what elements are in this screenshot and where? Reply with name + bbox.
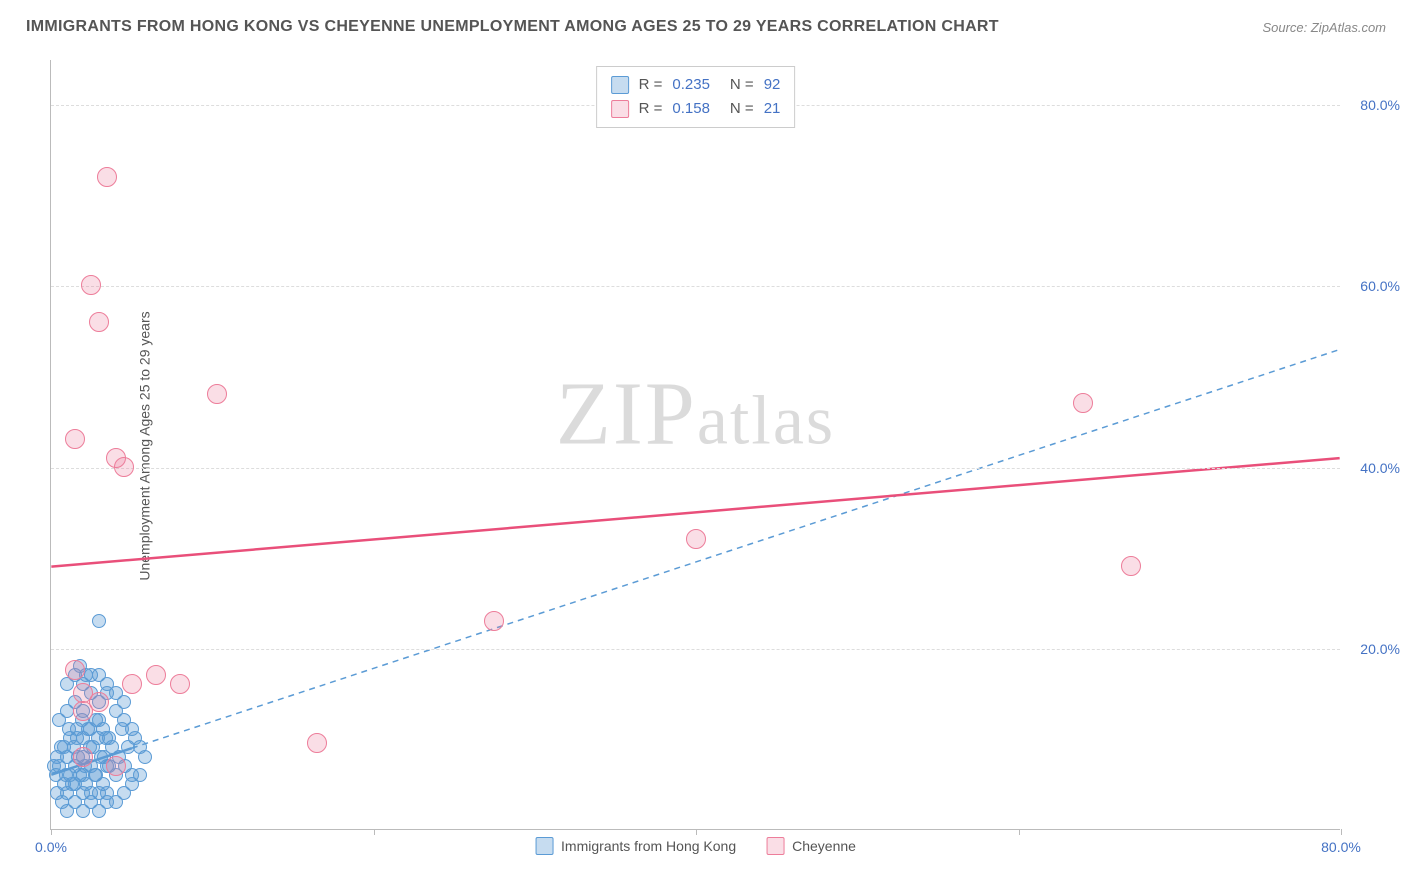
watermark-atlas: atlas (697, 382, 835, 459)
data-point (133, 768, 147, 782)
data-point (102, 731, 116, 745)
y-tick-label: 20.0% (1360, 641, 1400, 657)
x-tick-mark (696, 829, 697, 835)
x-tick-mark (374, 829, 375, 835)
x-tick-label: 0.0% (35, 839, 67, 855)
data-point (207, 384, 227, 404)
r-value-blue: 0.235 (672, 73, 710, 97)
gridline (51, 286, 1340, 287)
data-point (484, 611, 504, 631)
x-tick-mark (1019, 829, 1020, 835)
data-point (138, 750, 152, 764)
correlation-legend: R = 0.235 N = 92 R = 0.158 N = 21 (596, 66, 796, 128)
trend-lines (51, 60, 1340, 829)
x-tick-mark (51, 829, 52, 835)
data-point (686, 529, 706, 549)
watermark-zip: ZIP (556, 364, 697, 463)
data-point (114, 457, 134, 477)
data-point (76, 768, 90, 782)
data-point (97, 167, 117, 187)
legend-row-pink: R = 0.158 N = 21 (611, 97, 781, 121)
data-point (170, 674, 190, 694)
gridline (51, 468, 1340, 469)
r-value-pink: 0.158 (672, 97, 710, 121)
n-label: N = (730, 97, 754, 121)
y-tick-label: 80.0% (1360, 97, 1400, 113)
data-point (100, 786, 114, 800)
data-point (76, 804, 90, 818)
r-label: R = (639, 97, 663, 121)
swatch-blue (611, 76, 629, 94)
data-point (65, 429, 85, 449)
data-point (92, 804, 106, 818)
swatch-pink (766, 837, 784, 855)
plot-area: ZIPatlas R = 0.235 N = 92 R = 0.158 N = … (50, 60, 1340, 830)
data-point (307, 733, 327, 753)
r-label: R = (639, 73, 663, 97)
y-tick-label: 60.0% (1360, 278, 1400, 294)
data-point (84, 786, 98, 800)
data-point (92, 614, 106, 628)
swatch-blue (535, 837, 553, 855)
data-point (89, 692, 109, 712)
chart-title: IMMIGRANTS FROM HONG KONG VS CHEYENNE UN… (26, 18, 999, 36)
x-tick-mark (1341, 829, 1342, 835)
legend-item-pink: Cheyenne (766, 837, 856, 855)
data-point (73, 747, 93, 767)
data-point (81, 275, 101, 295)
data-point (106, 756, 126, 776)
y-tick-label: 40.0% (1360, 460, 1400, 476)
n-value-blue: 92 (764, 73, 781, 97)
swatch-pink (611, 100, 629, 118)
legend-item-blue: Immigrants from Hong Kong (535, 837, 736, 855)
n-value-pink: 21 (764, 97, 781, 121)
legend-label-pink: Cheyenne (792, 838, 856, 854)
data-point (1121, 556, 1141, 576)
series-legend: Immigrants from Hong Kong Cheyenne (535, 837, 856, 855)
data-point (1073, 393, 1093, 413)
gridline (51, 649, 1340, 650)
x-tick-label: 80.0% (1321, 839, 1361, 855)
legend-row-blue: R = 0.235 N = 92 (611, 73, 781, 97)
data-point (122, 674, 142, 694)
legend-label-blue: Immigrants from Hong Kong (561, 838, 736, 854)
data-point (65, 660, 85, 680)
data-point (117, 695, 131, 709)
watermark: ZIPatlas (556, 362, 835, 465)
data-point (60, 804, 74, 818)
n-label: N = (730, 73, 754, 97)
data-point (146, 665, 166, 685)
source-credit: Source: ZipAtlas.com (1262, 20, 1386, 35)
data-point (89, 312, 109, 332)
